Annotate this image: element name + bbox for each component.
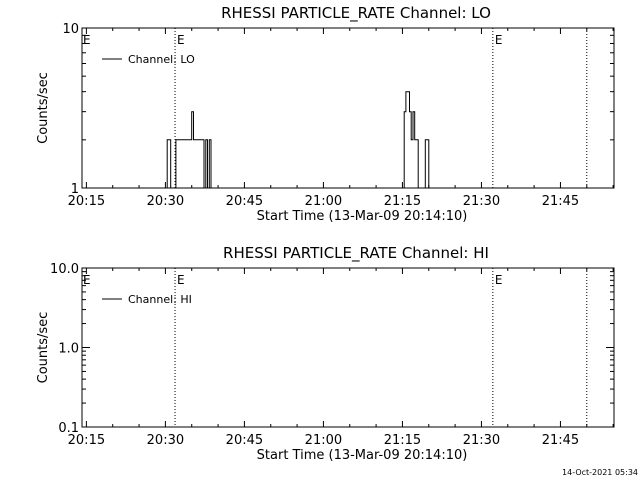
y-axis-label: Counts/sec <box>36 72 51 144</box>
y-tick-label: 1.0 <box>58 342 79 357</box>
data-series-line <box>82 91 614 189</box>
x-tick-label: 20:45 <box>226 194 263 209</box>
x-axis-label: Start Time (13-Mar-09 20:14:10) <box>257 448 468 463</box>
event-marker-label: E <box>177 33 185 47</box>
x-tick-label: 21:15 <box>384 433 421 448</box>
event-marker-label-start: E <box>83 33 91 47</box>
y-tick-label: 1 <box>71 182 79 197</box>
print-timestamp: 14-Oct-2021 05:34 <box>562 468 638 477</box>
x-axis-label: Start Time (13-Mar-09 20:14:10) <box>257 209 468 224</box>
x-tick-label: 21:45 <box>542 433 579 448</box>
x-tick-label: 21:15 <box>384 194 421 209</box>
x-tick-label: 20:30 <box>147 194 184 209</box>
chart-panel-hi: RHESSI PARTICLE_RATE Channel: HI 20:15 20:… <box>36 244 615 463</box>
legend-label: Channel: LO <box>128 53 195 66</box>
event-marker-label-start: E <box>83 273 91 287</box>
y-tick-label: 0.1 <box>58 421 79 436</box>
x-tick-label: 21:45 <box>542 194 579 209</box>
x-tick-label: 20:15 <box>68 194 105 209</box>
x-tick-label: 21:30 <box>463 194 500 209</box>
x-tick-label: 21:00 <box>305 433 342 448</box>
event-marker-label: E <box>495 33 503 47</box>
chart-panel-lo: RHESSI PARTICLE_RATE Channel: LO 20:15 20:… <box>36 4 615 224</box>
event-marker-label: E <box>495 273 503 287</box>
x-tick-label: 20:15 <box>68 433 105 448</box>
x-tick-label: 20:30 <box>147 433 184 448</box>
chart-title: RHESSI PARTICLE_RATE Channel: HI <box>223 244 489 263</box>
event-marker-label: E <box>177 273 185 287</box>
x-tick-label: 21:30 <box>463 433 500 448</box>
y-axis-label: Counts/sec <box>36 312 51 384</box>
y-tick-label: 10.0 <box>50 262 79 277</box>
legend-label: Channel: HI <box>128 293 192 306</box>
chart-title: RHESSI PARTICLE_RATE Channel: LO <box>221 4 491 23</box>
x-tick-label: 20:45 <box>226 433 263 448</box>
y-tick-label: 10 <box>62 22 79 37</box>
x-tick-label: 21:00 <box>305 194 342 209</box>
